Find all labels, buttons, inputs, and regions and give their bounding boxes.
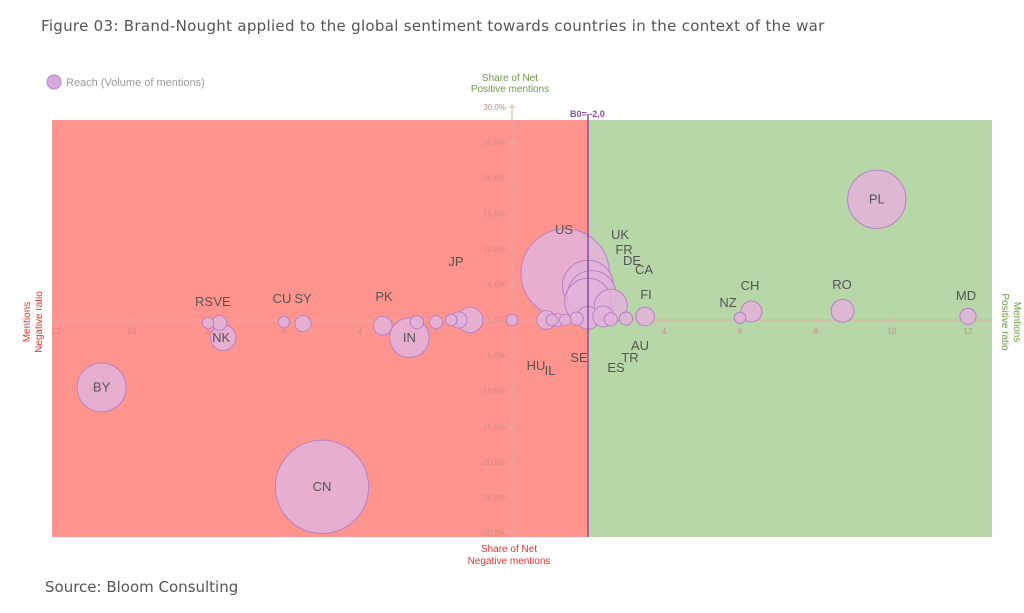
x-ticks: 1210864224681012	[52, 317, 973, 336]
bubble-label-au: AU	[631, 338, 649, 353]
x-tick-label: 12	[52, 327, 61, 336]
bubble-sy	[294, 314, 312, 333]
y-axis-top-title-line1: Share of Net	[482, 73, 538, 84]
y-axis-bottom-title-line1: Share of Net	[481, 544, 537, 555]
bubble-label-pk: PK	[375, 289, 393, 304]
bubble-label-us: US	[555, 222, 573, 237]
x-tick-label: 2	[434, 327, 439, 336]
y-tick-label: -5,0%	[485, 352, 506, 361]
bubble-cu	[277, 315, 291, 329]
bubble-ro	[830, 298, 855, 323]
bubble-label-il: IL	[545, 363, 556, 378]
x-tick-label: 10	[888, 327, 897, 336]
bubble-label-in: IN	[403, 330, 416, 345]
bubble-ve	[211, 314, 228, 331]
bubble	[444, 313, 458, 327]
bubble-nz	[733, 311, 747, 325]
bubble-label-ch: CH	[741, 278, 760, 293]
bubble-label-by: BY	[93, 379, 111, 394]
y-axis-bottom-title-line2: Negative mentions	[468, 556, 551, 567]
bubble-label-jp: JP	[448, 254, 463, 269]
bubble	[409, 315, 425, 330]
y-tick-label: 10,0%	[483, 245, 506, 254]
x-axis-right-title-line1: Mentions	[1011, 302, 1022, 343]
bubble-label-se: SE	[570, 350, 588, 365]
bubble-label-cu: CU	[273, 291, 292, 306]
y-tick-label: -25,0%	[481, 494, 506, 503]
source-note: Source: Bloom Consulting	[45, 578, 239, 596]
bubble-label-ca: CA	[635, 262, 653, 277]
bubble-label-ve: VE	[213, 294, 231, 309]
y-tick-label: 15,0%	[483, 210, 506, 219]
y-tick-label: -20,0%	[481, 458, 506, 467]
bubble-label-es: ES	[607, 360, 625, 375]
bubble-label-uk: UK	[611, 227, 629, 242]
bubble-pl	[847, 169, 907, 229]
x-tick-label: 12	[964, 327, 973, 336]
bubble-label-fi: FI	[640, 287, 652, 302]
x-axis-left-title-line2: Negative ratio	[34, 291, 45, 353]
x-tick-label: 6	[738, 327, 743, 336]
legend-bubble-icon	[46, 74, 62, 90]
bubble	[428, 315, 444, 330]
b0-label: B0= -2,0	[570, 109, 605, 119]
legend-label: Reach (Volume of mentions)	[66, 77, 205, 89]
y-axis-top-title-line2: Positive mentions	[471, 84, 549, 95]
x-tick-label: 8	[814, 327, 819, 336]
bubble-label-nz: NZ	[719, 295, 736, 310]
bubble-pk	[372, 315, 393, 336]
y-tick-label: -10,0%	[481, 387, 506, 396]
bubble-label-rs: RS	[195, 294, 213, 309]
bubble-label-nk: NK	[212, 330, 230, 345]
bubble-au	[618, 311, 634, 326]
bubble-cn	[274, 439, 370, 535]
x-tick-label: 4	[662, 327, 667, 336]
x-tick-label: 10	[128, 327, 137, 336]
bubble-md	[959, 307, 977, 326]
y-tick-label: -15,0%	[481, 423, 506, 432]
y-tick-label: 20,0%	[483, 174, 506, 183]
bubble	[569, 311, 584, 326]
bubble-fi	[635, 306, 655, 327]
bubble-label-md: MD	[956, 288, 976, 303]
y-tick-label: 5,0%	[488, 281, 506, 290]
bubble-by	[76, 362, 127, 413]
bubble	[558, 313, 572, 327]
bubble-label-fr: FR	[615, 242, 632, 257]
x-tick-label: 8	[206, 327, 211, 336]
bubble-ch	[740, 300, 763, 323]
bubble-label-de: DE	[623, 253, 641, 268]
y-tick-label: -30,0%	[481, 529, 506, 538]
bubble-label-ro: RO	[832, 277, 852, 292]
y-tick-label: 25,0%	[483, 139, 506, 148]
y-ticks: 30,0% 25,0% 20,0% 15,0% 10,0% 5,0% 0,0% -5,0% -1…	[481, 103, 515, 538]
x-tick-label: 6	[282, 327, 287, 336]
x-tick-label: 4	[358, 327, 363, 336]
positive-region	[588, 120, 992, 537]
bubble	[505, 313, 519, 327]
bubble-label-hu: HU	[527, 358, 546, 373]
bubble	[603, 312, 618, 327]
x-axis-right-title-line2: Positive ratio	[999, 293, 1010, 351]
bubble-il	[545, 313, 559, 327]
figure-title: Figure 03: Brand-Nought applied to the g…	[41, 17, 825, 35]
bubble-label-sy: SY	[294, 291, 312, 306]
bubble-rs	[201, 316, 215, 330]
x-axis-left-title-line1: Mentions	[22, 302, 33, 343]
bubble-label-tr: TR	[621, 350, 638, 365]
y-tick-label: 30,0%	[483, 103, 506, 112]
bubble-label-pl: PL	[869, 191, 885, 206]
bubble-label-cn: CN	[313, 479, 332, 494]
y-tick-label: 0,0%	[488, 316, 506, 325]
